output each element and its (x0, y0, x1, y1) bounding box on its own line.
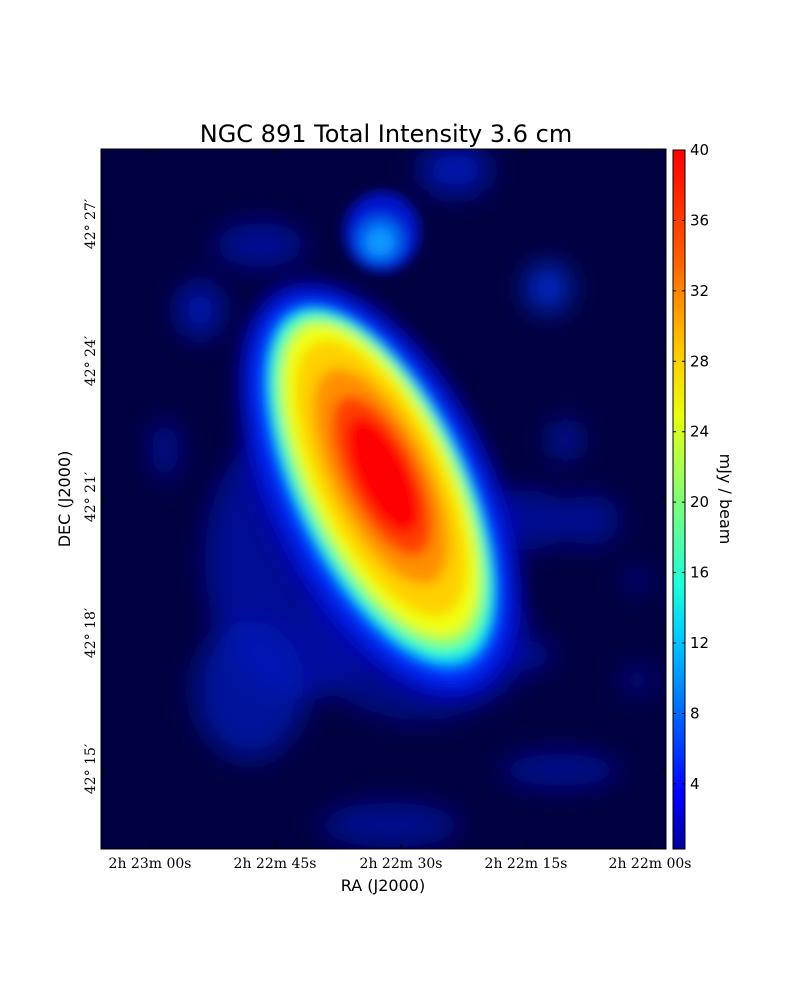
colorbar-tick-label: 8 (690, 704, 700, 722)
colorbar-tick-label: 24 (690, 423, 709, 441)
colorbar-ticks: 4 8 12 16 20 24 28 32 36 40 (673, 141, 709, 793)
colorbar-tick-label: 32 (690, 282, 709, 300)
y-tick-label: 42° 15′ (83, 744, 99, 794)
colorbar: 4 8 12 16 20 24 28 32 36 40 (672, 141, 709, 850)
x-tick-labels: 2h 23m 00s 2h 22m 45s 2h 22m 30s 2h 22m … (109, 856, 692, 872)
y-tick-label: 42° 18′ (83, 608, 99, 658)
y-tick-marks (101, 223, 666, 770)
colorbar-tick-label: 40 (690, 141, 709, 159)
y-tick-label: 42° 27′ (83, 199, 99, 249)
colorbar-tick-label: 28 (690, 352, 709, 370)
x-tick-label: 2h 22m 45s (234, 856, 317, 872)
x-tick-label: 2h 22m 30s (360, 856, 443, 872)
x-tick-label: 2h 23m 00s (109, 856, 192, 872)
colorbar-tick-label: 20 (690, 493, 709, 511)
colorbar-tick-label: 16 (690, 564, 709, 582)
colorbar-tick-label: 12 (690, 634, 709, 652)
y-tick-labels: 42° 27′ 42° 24′ 42° 21′ 42° 18′ 42° 15′ (83, 199, 99, 794)
colorbar-frame (672, 149, 686, 850)
colorbar-tick-label: 36 (690, 211, 709, 229)
colorbar-gradient (673, 150, 685, 849)
intensity-map (101, 149, 666, 849)
main-disk (239, 281, 521, 699)
x-tick-label: 2h 22m 00s (609, 856, 692, 872)
colorbar-label: mJy / beam (716, 454, 735, 545)
y-tick-label: 42° 24′ (83, 336, 99, 386)
x-tick-label: 2h 22m 15s (485, 856, 568, 872)
x-axis-label: RA (J2000) (341, 876, 425, 895)
plot-frame (100, 148, 667, 850)
y-axis-label: DEC (J2000) (55, 451, 74, 548)
colorbar-tick-label: 4 (690, 775, 700, 793)
chart-title: NGC 891 Total Intensity 3.6 cm (200, 120, 573, 148)
y-tick-label: 42° 21′ (83, 472, 99, 522)
north-source (344, 192, 420, 272)
x-tick-marks (149, 149, 651, 849)
